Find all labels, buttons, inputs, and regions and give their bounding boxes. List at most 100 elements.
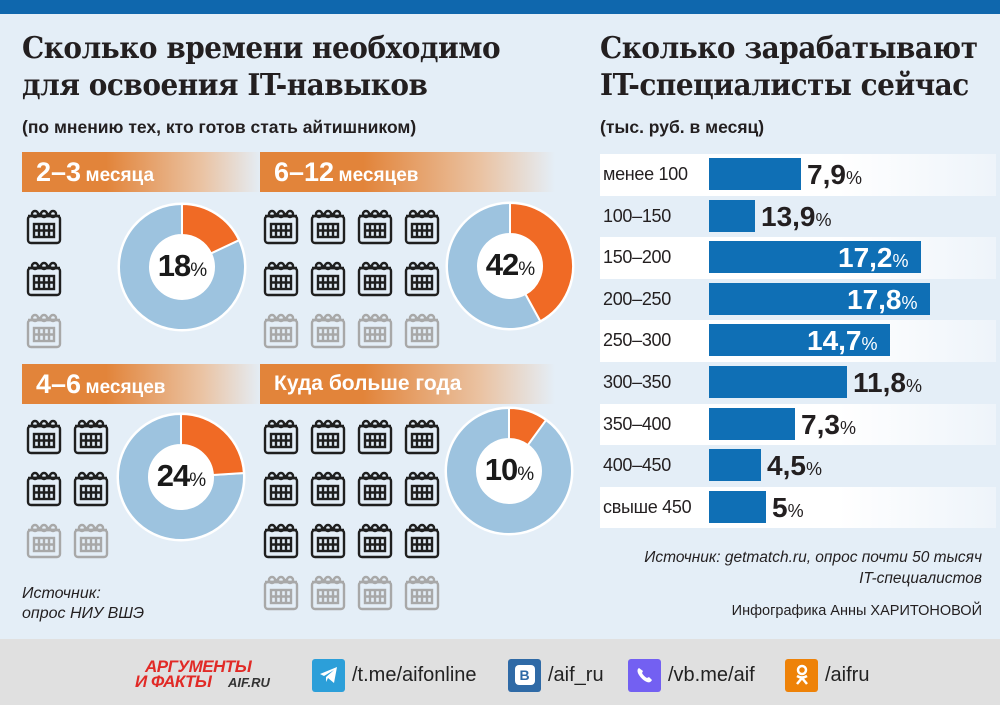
calendar-icon [309,522,347,565]
calendar-grid [25,418,110,565]
calendar-icon-inactive [356,574,394,617]
bar-category-label: 350–400 [603,413,671,434]
category-unit: месяцев [338,165,419,186]
calendar-icon [403,470,441,513]
odnoklassniki-icon [785,658,818,692]
bar-row: 250–300 14,7% [600,320,996,362]
calendar-icon [25,260,63,303]
calendar-icon-inactive [356,312,394,355]
right-title-line1: Сколько зарабатывают [600,31,978,66]
calendar-icon [356,470,394,513]
bar-value: 13,9 [761,200,816,232]
bar-value: 4,5 [767,450,806,482]
donut-chart [444,406,574,536]
category-range: 4–6 [36,369,82,399]
category-header: 4–6 месяцев [22,364,262,404]
vk-icon: B [508,658,541,692]
category-range: 6–12 [274,157,335,187]
right-source: Источник: getmatch.ru, опрос почти 50 ты… [644,547,982,589]
calendar-icon [25,418,63,461]
logo-line1: АРГУМЕНТЫ [145,657,252,676]
calendar-icon-inactive [262,312,300,355]
bar-row: 150–200 17,2% [600,237,996,279]
infographic-credit: Инфографика Анны ХАРИТОНОВОЙ [731,603,982,619]
bar-value-label: 14,7% [807,320,878,365]
calendar-icon [25,470,63,513]
logo-line2: И ФАКТЫ [135,672,212,691]
calendar-icon-inactive [309,312,347,355]
bar-value-label: 7,3% [801,404,856,449]
category-header: Куда больше года [260,364,555,404]
donut-hole [150,235,214,299]
social-vk[interactable]: B /aif_ru [508,658,604,692]
bar-value: 17,8 [847,283,902,315]
calendar-icon [403,260,441,303]
left-source: Источник: опрос НИУ ВШЭ [22,584,144,624]
percent-sign: % [815,209,832,230]
donut-value-label: 42% [465,247,555,283]
bar-row: 300–350 11,8% [600,361,996,404]
aif-logo[interactable]: АРГУМЕНТЫ И ФАКТЫ AIF.RU [135,657,285,691]
bar [709,365,847,398]
left-title-line2: для освоения IT-навыков [22,68,428,103]
bar-category-label: 100–150 [603,205,671,226]
bar-row: 350–400 7,3% [600,403,996,449]
bar [709,449,761,482]
calendar-icon [72,418,110,461]
left-source-line2: опрос НИУ ВШЭ [22,605,145,622]
category-range: 2–3 [36,157,82,187]
donut-value-label: 18% [137,248,227,284]
social-viber-text: /vb.me/aif [668,663,755,686]
calendar-icon [262,260,300,303]
bar-value-label: 13,9% [761,196,832,241]
donut-slice-rest [446,201,542,330]
bar [709,407,795,440]
calendar-icon-inactive [25,522,63,565]
bar-row: 200–250 17,8% [600,278,996,324]
bar [709,490,766,523]
bar-value: 11,8 [853,366,906,398]
viber-icon [628,658,661,692]
bar-value: 17,2 [838,242,893,274]
bar-category-label: 250–300 [603,330,671,351]
donut-value: 24 [156,458,190,493]
social-telegram[interactable]: /t.me/aifonline [312,658,477,692]
bar-category-label: 300–350 [603,371,671,392]
percent-sign: % [518,259,535,280]
bar-value: 7,3 [801,408,840,440]
calendar-icon-inactive [309,574,347,617]
donut-value: 10 [484,452,518,487]
social-vk-text: /aif_ru [548,663,604,686]
calendar-icon [309,470,347,513]
calendar-icon [262,470,300,513]
percent-sign: % [189,470,206,491]
category-header: 2–3 месяца [22,152,262,192]
calendar-icon-inactive [25,312,63,355]
social-ok-text: /aifru [825,663,870,686]
social-viber[interactable]: /vb.me/aif [628,658,755,692]
left-title-line1: Сколько времени необходимо [22,31,501,66]
donut-value-label: 24% [136,458,226,494]
bar-value-label: 4,5% [767,445,822,490]
bar [709,199,755,232]
donut-chart [445,201,575,331]
calendar-icon [262,208,300,251]
calendar-grid [262,418,441,617]
calendar-icon-inactive [403,312,441,355]
percent-sign: % [845,168,862,188]
percent-sign: % [787,500,804,521]
calendar-icon [309,418,347,461]
right-source-line1: Источник: getmatch.ru, опрос почти 50 ты… [644,549,982,566]
calendar-icon [262,418,300,461]
salary-bar-chart: менее 100 7,9% 100–150 13,9% 150–200 17,2% 200… [600,154,996,529]
calendar-icon-inactive [262,574,300,617]
donut-chart [117,202,247,332]
bar-category-label: 200–250 [603,288,671,309]
social-ok[interactable]: /aifru [785,658,870,692]
bar-value-label: 17,8% [847,279,918,324]
right-subtitle: (тыс. руб. в месяц) [600,117,765,137]
calendar-icon-inactive [72,522,110,565]
calendar-icon [356,208,394,251]
calendar-grid [262,208,441,355]
calendar-icon [72,470,110,513]
